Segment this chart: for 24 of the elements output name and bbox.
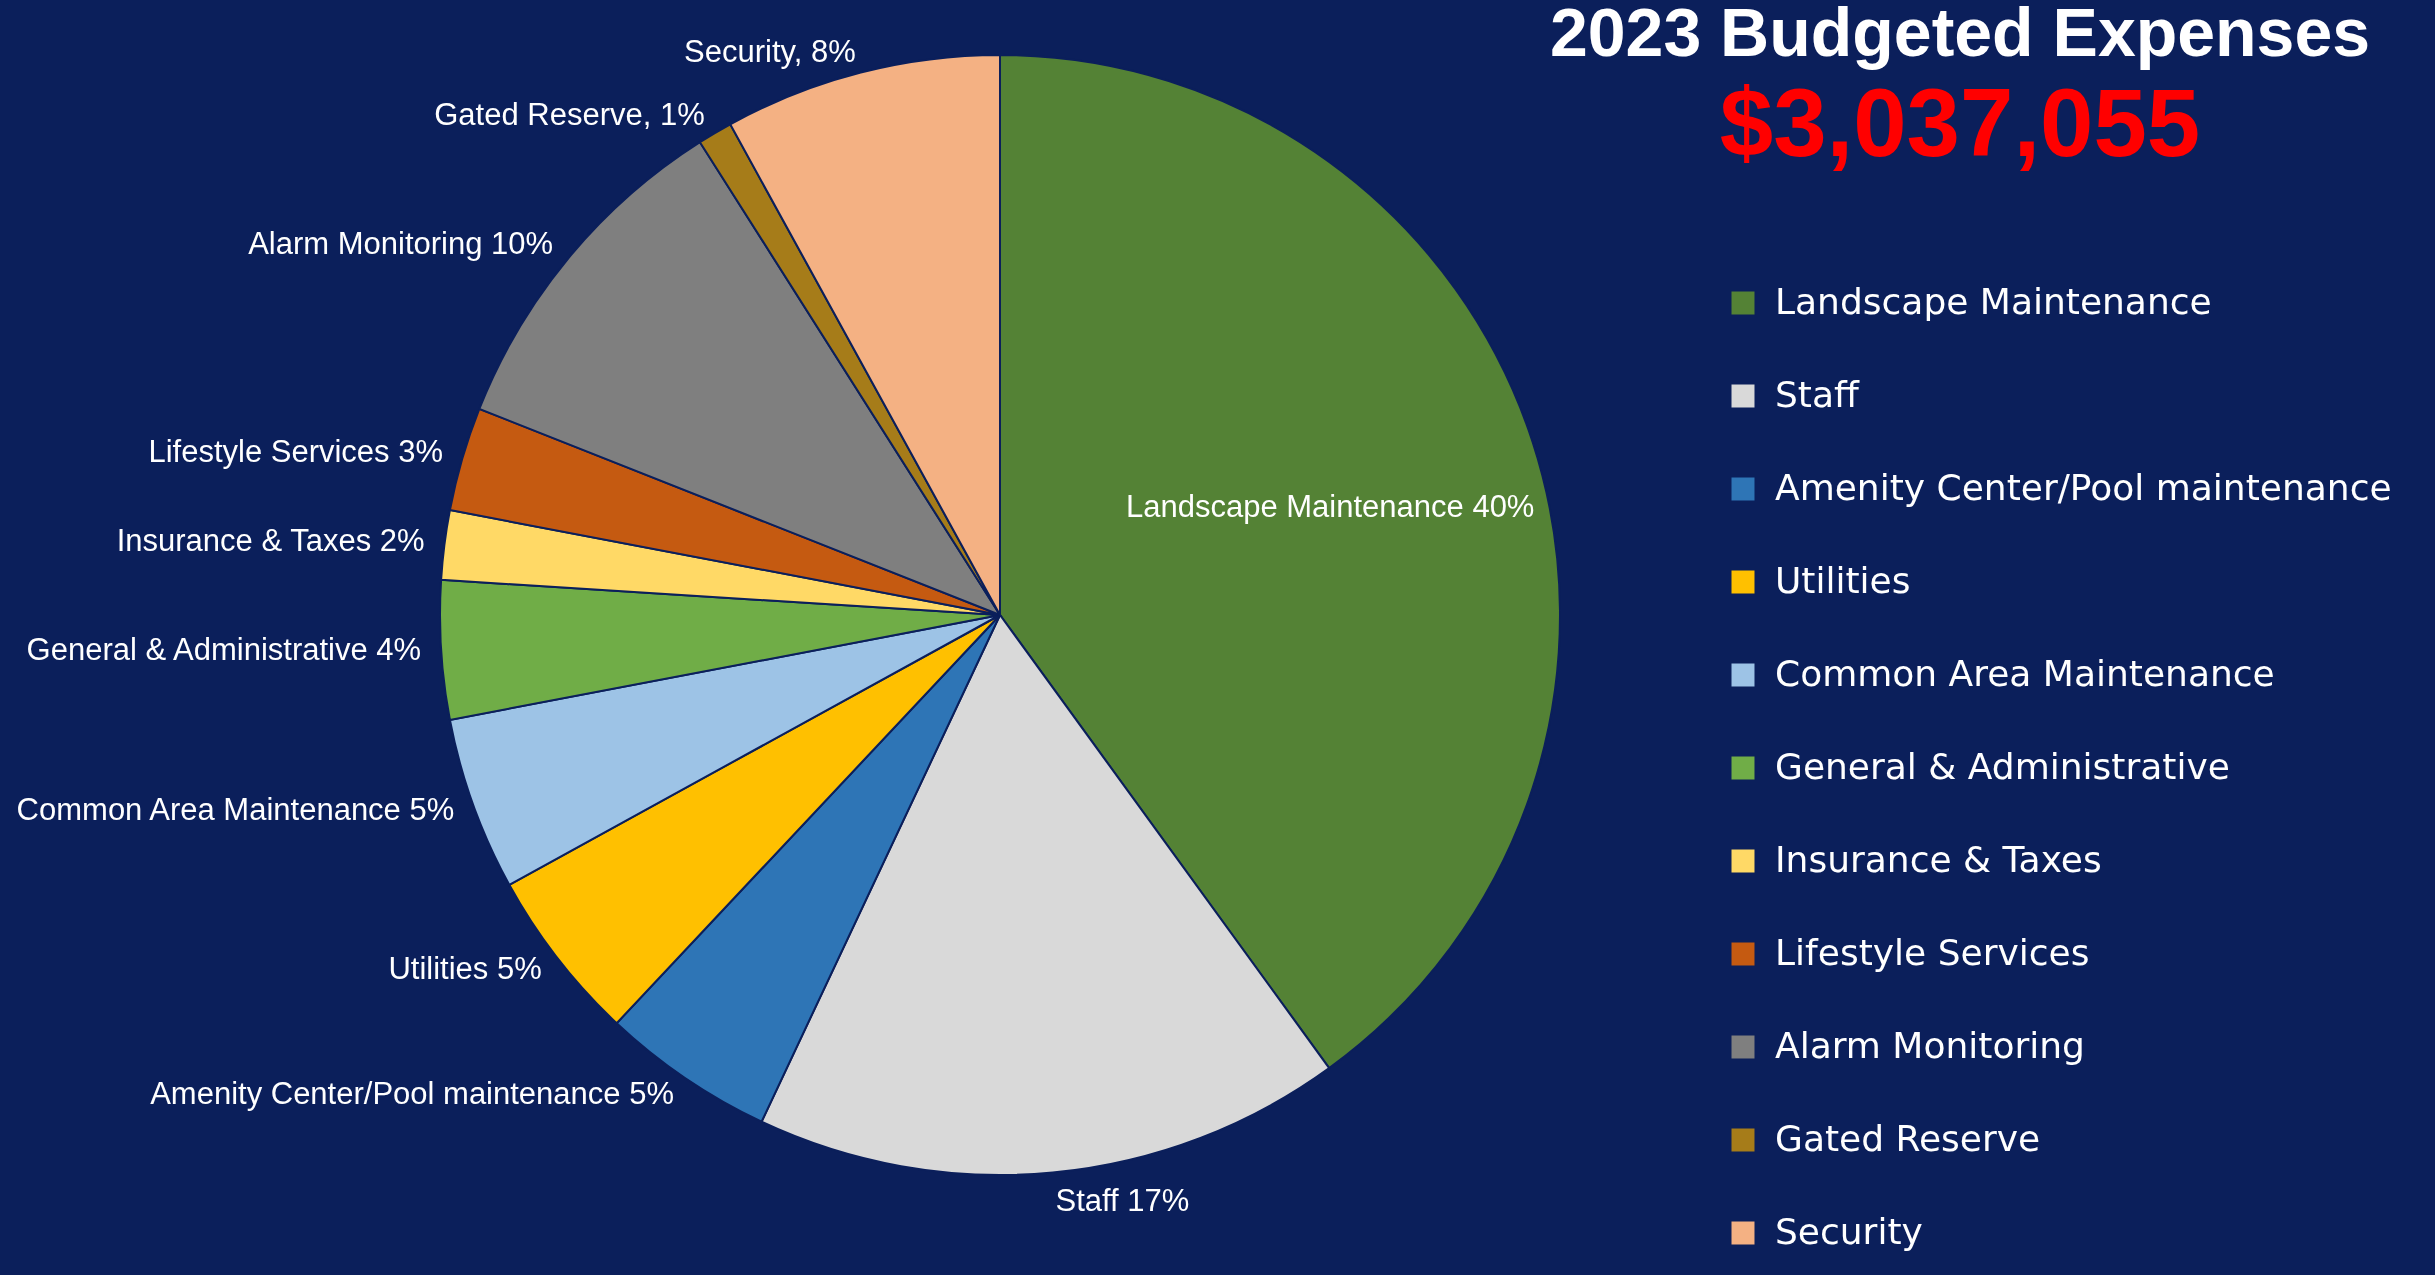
legend-label: General & Administrative xyxy=(1775,746,2230,787)
legend-label: Insurance & Taxes xyxy=(1775,839,2102,880)
legend-label: Staff xyxy=(1775,374,1861,415)
legend-label: Lifestyle Services xyxy=(1775,932,2090,973)
legend-label: Security xyxy=(1775,1211,1923,1252)
chart-title: 2023 Budgeted Expenses xyxy=(1549,0,2371,70)
data-label: General & Administrative 4% xyxy=(26,632,422,668)
legend-label: Gated Reserve xyxy=(1775,1118,2041,1159)
legend-label: Landscape Maintenance xyxy=(1775,281,2212,322)
data-label: Staff 17% xyxy=(1055,1183,1190,1219)
data-label: Common Area Maintenance 5% xyxy=(16,792,455,828)
legend-label: Alarm Monitoring xyxy=(1775,1025,2085,1066)
data-label: Amenity Center/Pool maintenance 5% xyxy=(150,1075,674,1111)
legend-label: Common Area Maintenance xyxy=(1775,653,2275,694)
data-label: Security, 8% xyxy=(684,34,856,70)
legend-label: Utilities xyxy=(1775,560,1911,601)
data-label: Landscape Maintenance 40% xyxy=(1125,488,1535,524)
data-label: Insurance & Taxes 2% xyxy=(116,523,425,559)
chart-subtitle: $3,037,055 xyxy=(1719,69,2201,176)
data-label: Alarm Monitoring 10% xyxy=(248,226,554,262)
data-label: Lifestyle Services 3% xyxy=(148,434,444,470)
legend-label: Amenity Center/Pool maintenance xyxy=(1775,467,2392,508)
data-label: Utilities 5% xyxy=(388,951,542,987)
data-label: Gated Reserve, 1% xyxy=(434,96,705,132)
